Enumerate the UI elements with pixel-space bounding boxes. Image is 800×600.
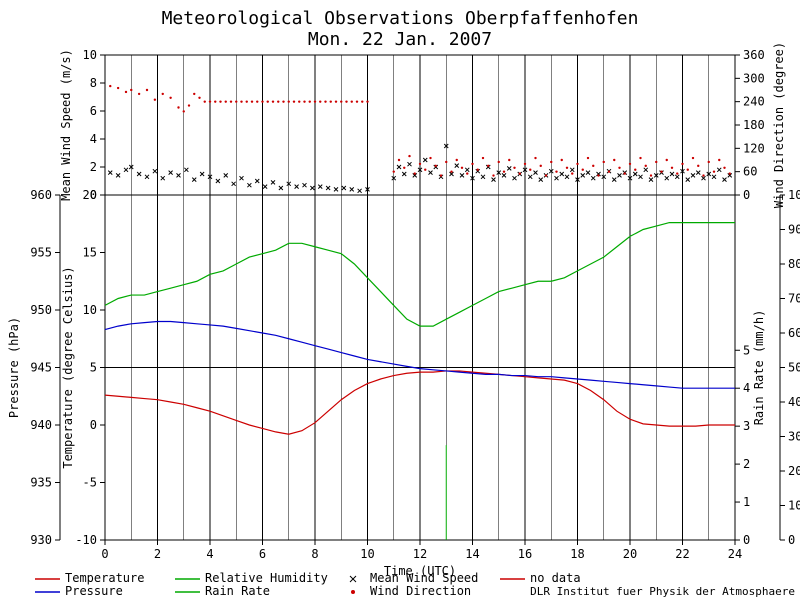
svg-text:24: 24 bbox=[728, 547, 742, 561]
svg-text:180: 180 bbox=[743, 118, 765, 132]
svg-text:360: 360 bbox=[743, 48, 765, 62]
svg-text:10: 10 bbox=[360, 547, 374, 561]
svg-text:30: 30 bbox=[788, 430, 800, 444]
svg-text:20: 20 bbox=[623, 547, 637, 561]
svg-text:4: 4 bbox=[206, 547, 213, 561]
svg-text:240: 240 bbox=[743, 95, 765, 109]
svg-text:20: 20 bbox=[788, 464, 800, 478]
svg-text:960: 960 bbox=[30, 188, 52, 202]
svg-text:Temperature: Temperature bbox=[65, 571, 144, 585]
svg-text:950: 950 bbox=[30, 303, 52, 317]
svg-text:Wind Direction (degree): Wind Direction (degree) bbox=[772, 42, 786, 208]
svg-text:10: 10 bbox=[788, 499, 800, 513]
svg-text:930: 930 bbox=[30, 533, 52, 547]
svg-text:-10: -10 bbox=[75, 533, 97, 547]
svg-text:15: 15 bbox=[83, 246, 97, 260]
svg-text:20: 20 bbox=[83, 188, 97, 202]
svg-text:40: 40 bbox=[788, 395, 800, 409]
svg-text:18: 18 bbox=[570, 547, 584, 561]
svg-text:5: 5 bbox=[743, 343, 750, 357]
svg-text:Rain Rate: Rain Rate bbox=[205, 584, 270, 598]
svg-text:22: 22 bbox=[675, 547, 689, 561]
svg-text:90: 90 bbox=[788, 223, 800, 237]
svg-text:8: 8 bbox=[90, 76, 97, 90]
svg-text:6: 6 bbox=[259, 547, 266, 561]
svg-text:-5: -5 bbox=[83, 476, 97, 490]
svg-text:Temperature (degree Celsius): Temperature (degree Celsius) bbox=[61, 266, 75, 468]
svg-text:Mean Wind Speed (m/s): Mean Wind Speed (m/s) bbox=[59, 49, 73, 201]
svg-text:Rain Rate (mm/h): Rain Rate (mm/h) bbox=[752, 310, 766, 426]
svg-text:100: 100 bbox=[788, 188, 800, 202]
svg-text:3: 3 bbox=[743, 419, 750, 433]
svg-text:0: 0 bbox=[788, 533, 795, 547]
svg-text:16: 16 bbox=[518, 547, 532, 561]
svg-text:Mean Wind Speed: Mean Wind Speed bbox=[370, 571, 478, 585]
svg-text:8: 8 bbox=[311, 547, 318, 561]
svg-text:2: 2 bbox=[90, 160, 97, 174]
svg-text:10: 10 bbox=[83, 48, 97, 62]
svg-text:4: 4 bbox=[743, 381, 750, 395]
svg-text:6: 6 bbox=[90, 104, 97, 118]
svg-text:Pressure: Pressure bbox=[65, 584, 123, 598]
meteorological-chart: Meteorological Observations Oberpfaffenh… bbox=[0, 0, 800, 600]
svg-text:1: 1 bbox=[743, 495, 750, 509]
chart-container: Meteorological Observations Oberpfaffenh… bbox=[0, 0, 800, 600]
svg-text:Relative Humidity: Relative Humidity bbox=[205, 571, 328, 585]
svg-text:2: 2 bbox=[743, 457, 750, 471]
svg-text:940: 940 bbox=[30, 418, 52, 432]
svg-text:14: 14 bbox=[465, 547, 479, 561]
svg-text:955: 955 bbox=[30, 246, 52, 260]
svg-text:120: 120 bbox=[743, 141, 765, 155]
svg-text:50: 50 bbox=[788, 361, 800, 375]
svg-text:Wind Direction: Wind Direction bbox=[370, 584, 471, 598]
svg-text:12: 12 bbox=[413, 547, 427, 561]
svg-text:80: 80 bbox=[788, 257, 800, 271]
svg-text:945: 945 bbox=[30, 361, 52, 375]
svg-text:Meteorological Observations Ob: Meteorological Observations Oberpfaffenh… bbox=[162, 8, 639, 29]
svg-text:935: 935 bbox=[30, 476, 52, 490]
svg-text:no data: no data bbox=[530, 571, 581, 585]
svg-text:4: 4 bbox=[90, 132, 97, 146]
svg-text:60: 60 bbox=[788, 326, 800, 340]
svg-text:0: 0 bbox=[90, 418, 97, 432]
svg-text:300: 300 bbox=[743, 71, 765, 85]
svg-text:DLR Institut fuer Physik der A: DLR Institut fuer Physik der Atmosphaere bbox=[530, 585, 795, 598]
svg-text:10: 10 bbox=[83, 303, 97, 317]
svg-text:5: 5 bbox=[90, 361, 97, 375]
svg-text:Pressure (hPa): Pressure (hPa) bbox=[7, 317, 21, 418]
svg-text:2: 2 bbox=[154, 547, 161, 561]
svg-text:Mon. 22 Jan. 2007: Mon. 22 Jan. 2007 bbox=[308, 29, 492, 50]
svg-text:60: 60 bbox=[743, 165, 757, 179]
svg-text:0: 0 bbox=[101, 547, 108, 561]
svg-text:0: 0 bbox=[743, 188, 750, 202]
svg-text:0: 0 bbox=[743, 533, 750, 547]
svg-text:70: 70 bbox=[788, 292, 800, 306]
